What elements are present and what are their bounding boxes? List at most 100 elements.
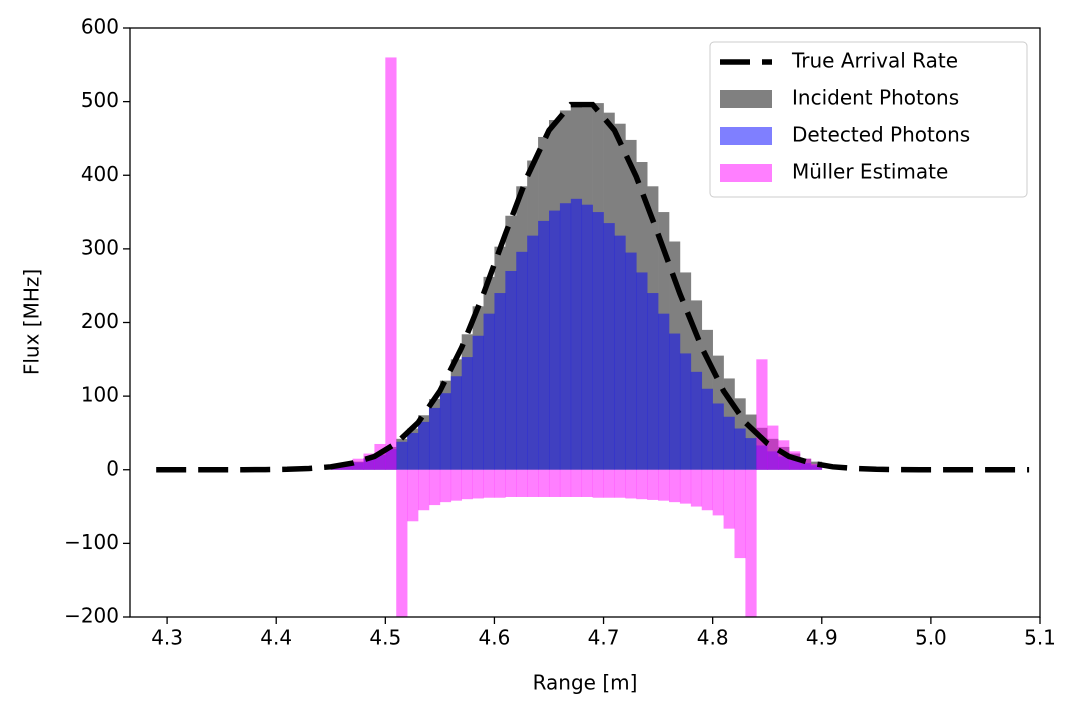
- histogram-bar: [494, 293, 506, 470]
- histogram-bar: [647, 469, 659, 500]
- histogram-bar: [658, 469, 670, 501]
- histogram-bar: [625, 469, 637, 499]
- histogram-bar: [712, 469, 724, 516]
- histogram-bar: [625, 252, 637, 470]
- x-tick-label: 5.1: [1024, 626, 1056, 650]
- histogram-bar: [592, 469, 604, 498]
- legend-label: True Arrival Rate: [791, 49, 958, 73]
- x-tick-label: 5.0: [915, 626, 947, 650]
- y-tick-label: 200: [81, 309, 119, 333]
- histogram-bar: [734, 428, 746, 470]
- histogram-bar: [450, 469, 463, 501]
- y-tick-label: 600: [81, 15, 119, 39]
- x-axis-label: Range [m]: [533, 671, 638, 695]
- histogram-bar: [483, 469, 495, 498]
- histogram-bar: [799, 458, 812, 470]
- histogram-bar: [472, 335, 484, 470]
- histogram-bar: [407, 469, 419, 522]
- histogram-bar: [494, 469, 506, 498]
- histogram-bar: [669, 333, 681, 470]
- histogram-bar: [428, 469, 441, 506]
- histogram-bar: [418, 421, 430, 470]
- histogram-bar: [636, 272, 648, 470]
- legend-frame: [709, 41, 1028, 198]
- histogram-bar: [581, 469, 593, 497]
- histogram-bar: [690, 469, 703, 507]
- plot-area: [156, 57, 1030, 617]
- histogram-bar: [636, 469, 648, 500]
- histogram-bar: [614, 469, 626, 498]
- y-axis-label: Flux [MHz]: [20, 269, 44, 375]
- legend-label: Detected Photons: [792, 123, 970, 147]
- histogram-bar: [570, 198, 583, 470]
- y-tick-label: −100: [64, 530, 119, 554]
- line: [156, 101, 1030, 473]
- x-tick-label: 4.8: [697, 626, 729, 650]
- legend-label: Müller Estimate: [792, 160, 948, 184]
- x-tick-label: 4.4: [260, 626, 292, 650]
- histogram-bar: [745, 438, 757, 470]
- histogram-bar: [538, 220, 550, 470]
- histogram-bar: [658, 313, 670, 470]
- histogram-bar: [603, 223, 615, 470]
- histogram-bar: [723, 469, 735, 529]
- histogram-bar: [603, 469, 615, 498]
- histogram-bar: [647, 293, 659, 470]
- histogram-bar: [690, 371, 703, 470]
- y-tick-label: −200: [64, 604, 119, 628]
- histogram-bar: [712, 403, 724, 470]
- histogram-bar: [505, 270, 517, 470]
- histogram-bar: [548, 210, 561, 470]
- histogram-bar: [516, 469, 528, 497]
- histogram-bar: [669, 469, 681, 503]
- histogram-bar: [418, 469, 430, 511]
- histogram-bar: [461, 469, 473, 500]
- histogram-bar: [679, 469, 692, 504]
- legend-swatch: [720, 164, 772, 182]
- histogram-bar: [538, 469, 550, 497]
- legend-label: Incident Photons: [792, 86, 959, 110]
- y-tick-label: 0: [106, 456, 119, 480]
- y-tick-label: 100: [81, 383, 119, 407]
- histogram-bar: [614, 235, 626, 470]
- x-tick-label: 4.6: [479, 626, 511, 650]
- x-tick-label: 4.7: [588, 626, 620, 650]
- histogram-bar: [505, 469, 517, 497]
- histogram-bar: [767, 425, 779, 470]
- histogram-bar: [374, 443, 386, 470]
- legend-swatch: [720, 127, 772, 145]
- histogram-bar: [363, 453, 375, 470]
- histogram-bar: [483, 313, 495, 470]
- histogram-bar: [472, 469, 484, 499]
- histogram-bar: [734, 469, 746, 559]
- x-tick-label: 4.3: [151, 626, 183, 650]
- legend: True Arrival Rate Incident Photons Detecte…: [709, 41, 1028, 198]
- y-tick-label: 300: [81, 235, 119, 259]
- histogram-bar: [396, 469, 408, 617]
- y-tick-label: 500: [81, 88, 119, 112]
- histogram-bar: [745, 469, 757, 617]
- histogram-bar: [428, 407, 441, 470]
- histogram-bar: [461, 357, 473, 470]
- histogram-bar: [548, 469, 561, 497]
- histogram-bar: [679, 353, 692, 470]
- x-tick-label: 4.5: [369, 626, 401, 650]
- histogram-bar: [570, 469, 583, 497]
- histogram-bar: [407, 432, 419, 470]
- histogram-bar: [439, 469, 452, 503]
- y-tick-label: 400: [81, 162, 119, 186]
- histogram-bar: [756, 359, 768, 470]
- histogram-bar: [701, 388, 713, 470]
- histogram-bar: [581, 204, 593, 470]
- histogram-bar: [439, 393, 452, 470]
- histogram-bar: [559, 469, 572, 497]
- histogram-bar: [701, 469, 713, 511]
- histogram-bar: [352, 458, 364, 470]
- histogram-bar: [385, 57, 397, 470]
- legend-swatch: [720, 90, 772, 108]
- histogram-bar: [527, 469, 539, 497]
- histogram-bar: [592, 212, 604, 470]
- histogram-bar: [810, 463, 823, 470]
- histogram-bar: [516, 251, 528, 470]
